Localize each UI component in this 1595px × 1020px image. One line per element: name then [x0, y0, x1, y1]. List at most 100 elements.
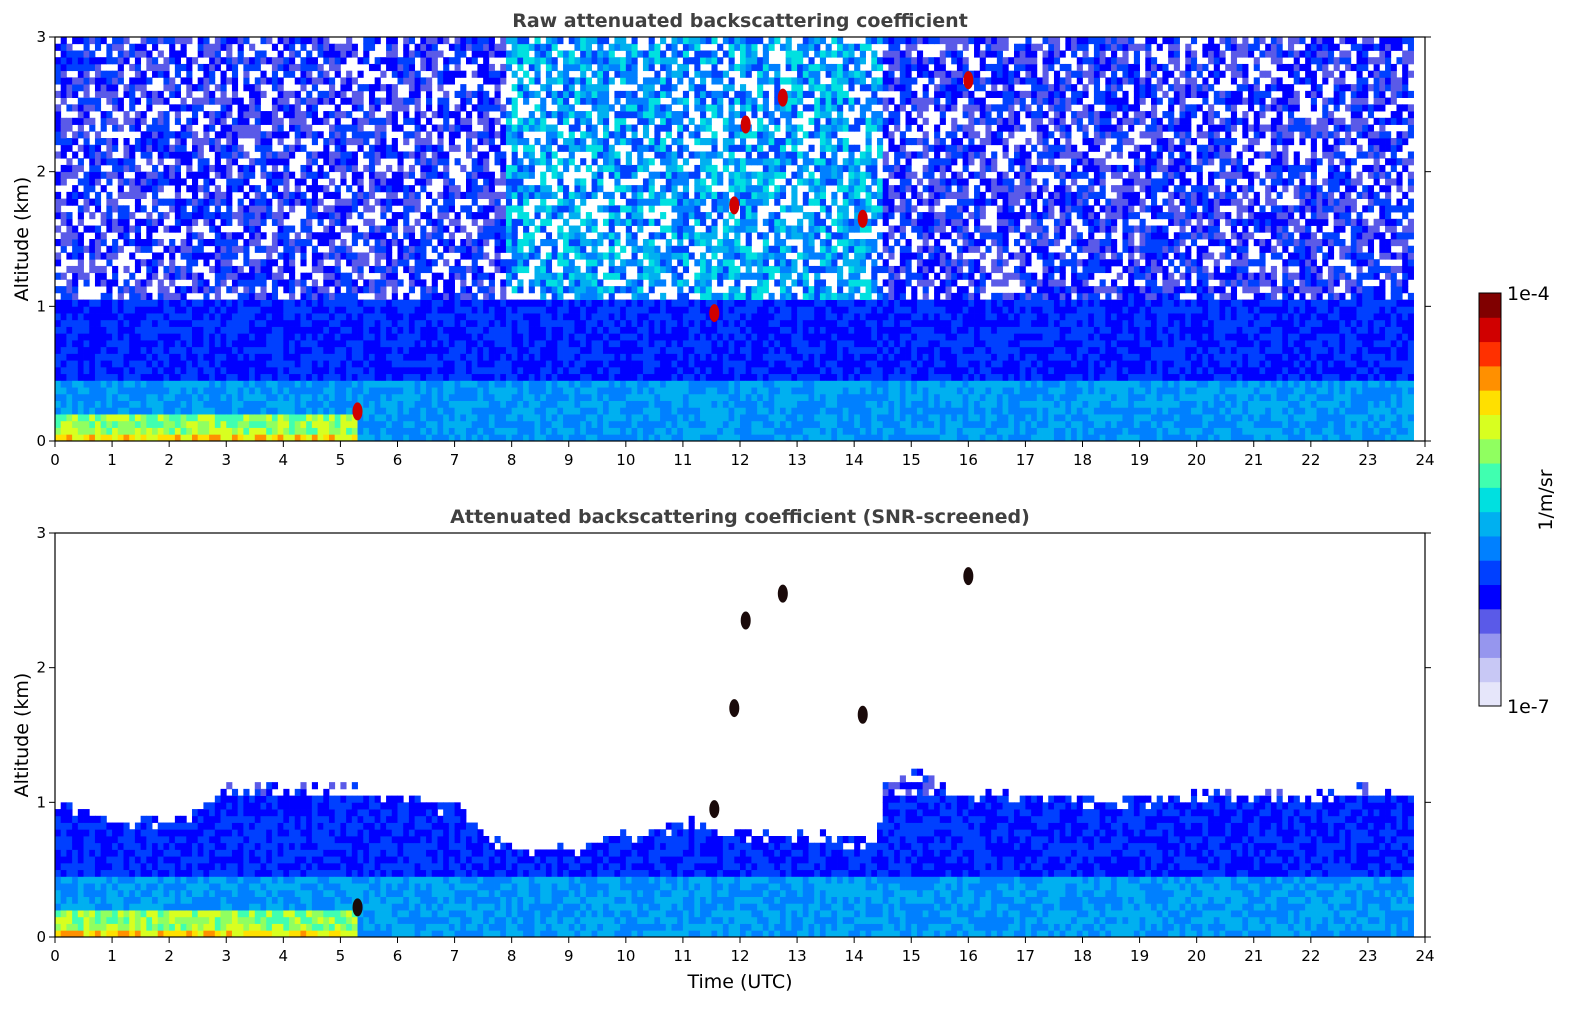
- heatmap-cell: [83, 400, 90, 408]
- heatmap-cell: [511, 259, 518, 267]
- heatmap-cell: [408, 414, 416, 422]
- heatmap-cell: [386, 420, 393, 428]
- heatmap-cell: [374, 171, 381, 179]
- heatmap-cell: [123, 117, 130, 125]
- heatmap-cell: [511, 306, 518, 314]
- heatmap-cell: [180, 198, 187, 206]
- heatmap-cell: [363, 239, 370, 247]
- heatmap-cell: [277, 232, 284, 240]
- heatmap-cell: [94, 90, 102, 98]
- heatmap-cell: [426, 387, 433, 395]
- heatmap-cell: [448, 138, 455, 146]
- heatmap-cell: [488, 407, 495, 415]
- heatmap-cell: [60, 131, 67, 139]
- heatmap-cell: [426, 205, 433, 213]
- heatmap-cell: [112, 326, 119, 334]
- heatmap-cell: [146, 340, 153, 348]
- heatmap-cell: [83, 37, 90, 45]
- heatmap-cell: [426, 346, 433, 354]
- heatmap-cell: [471, 420, 478, 428]
- heatmap-cell: [591, 434, 598, 442]
- heatmap-cell: [391, 63, 398, 72]
- heatmap-cell: [357, 84, 364, 92]
- heatmap-cell: [534, 414, 541, 422]
- heatmap-cell: [129, 97, 136, 105]
- heatmap-cell: [534, 90, 541, 98]
- heatmap-cell: [283, 319, 290, 327]
- heatmap-cell: [391, 286, 398, 294]
- heatmap-cell: [271, 191, 279, 199]
- heatmap-cell: [391, 387, 398, 395]
- heatmap-cell: [408, 205, 416, 213]
- heatmap-cell: [226, 57, 233, 65]
- heatmap-cell: [574, 43, 581, 51]
- heatmap-cell: [340, 252, 347, 260]
- heatmap-cell: [300, 333, 307, 341]
- heatmap-cell: [289, 313, 296, 321]
- heatmap-cell: [620, 340, 627, 348]
- heatmap-cell: [254, 373, 261, 381]
- heatmap-cell: [391, 427, 398, 435]
- heatmap-cell: [197, 286, 204, 294]
- heatmap-cell: [260, 259, 267, 267]
- heatmap-cell: [214, 171, 221, 179]
- heatmap-cell: [625, 158, 632, 166]
- heatmap-cell: [226, 178, 233, 186]
- heatmap-cell: [283, 198, 290, 206]
- heatmap-cell: [408, 50, 416, 58]
- heatmap-cell: [500, 387, 507, 395]
- heatmap-cell: [311, 43, 318, 51]
- heatmap-cell: [374, 279, 381, 287]
- heatmap-cell: [545, 70, 553, 78]
- heatmap-cell: [403, 43, 410, 51]
- heatmap-cell: [534, 37, 541, 45]
- heatmap-cell: [243, 420, 250, 428]
- heatmap-cell: [500, 265, 507, 274]
- heatmap-cell: [648, 360, 655, 368]
- heatmap-cell: [386, 380, 393, 388]
- heatmap-cell: [408, 313, 416, 321]
- heatmap-cell: [277, 353, 284, 361]
- heatmap-cell: [585, 400, 592, 408]
- heatmap-cell: [585, 225, 592, 233]
- heatmap-cell: [157, 90, 164, 98]
- heatmap-cell: [431, 434, 438, 442]
- heatmap-cell: [94, 272, 102, 280]
- heatmap-cell: [60, 326, 67, 334]
- heatmap-cell: [249, 90, 256, 98]
- heatmap-cell: [77, 353, 84, 361]
- heatmap-cell: [226, 340, 233, 348]
- heatmap-cell: [620, 333, 627, 341]
- heatmap-cell: [500, 164, 507, 173]
- heatmap-cell: [311, 259, 318, 267]
- heatmap-cell: [426, 373, 433, 381]
- heatmap-cell: [408, 346, 416, 354]
- heatmap-cell: [511, 205, 518, 213]
- heatmap-cell: [249, 353, 256, 361]
- heatmap-cell: [163, 225, 170, 233]
- heatmap-cell: [597, 306, 604, 314]
- heatmap-cell: [363, 319, 370, 327]
- heatmap-cell: [289, 353, 296, 361]
- heatmap-cell: [511, 326, 518, 334]
- heatmap-cell: [477, 279, 484, 287]
- heatmap-cell: [614, 131, 621, 139]
- heatmap-cell: [608, 43, 615, 51]
- heatmap-cell: [169, 151, 176, 159]
- heatmap-cell: [186, 286, 193, 294]
- heatmap-cell: [106, 84, 113, 92]
- heatmap-cell: [603, 151, 610, 159]
- heatmap-cell: [551, 313, 558, 321]
- heatmap-cell: [129, 414, 136, 422]
- heatmap-cell: [637, 117, 644, 125]
- heatmap-cell: [294, 420, 301, 428]
- heatmap-cell: [534, 158, 541, 166]
- heatmap-cell: [597, 299, 604, 307]
- heatmap-cell: [197, 37, 204, 45]
- heatmap-cell: [374, 232, 381, 240]
- heatmap-cell: [271, 380, 279, 388]
- heatmap-cell: [408, 84, 416, 92]
- heatmap-cell: [568, 84, 575, 92]
- heatmap-cell: [231, 353, 239, 361]
- heatmap-cell: [528, 346, 535, 354]
